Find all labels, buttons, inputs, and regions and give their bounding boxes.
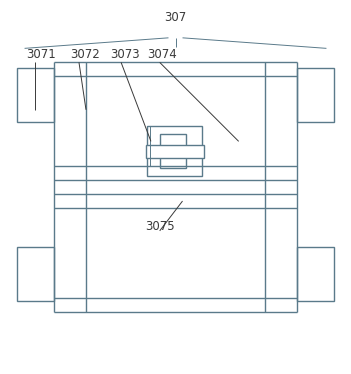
Bar: [17, 68, 54, 122]
Bar: [17, 247, 54, 301]
Text: 3075: 3075: [146, 220, 175, 233]
Bar: [297, 247, 334, 301]
Bar: [160, 134, 186, 168]
Bar: [147, 126, 202, 177]
Text: 3072: 3072: [70, 47, 100, 61]
Text: 307: 307: [164, 11, 187, 24]
Text: 3073: 3073: [111, 47, 140, 61]
Bar: [146, 145, 204, 158]
Text: 3074: 3074: [147, 47, 177, 61]
Text: 3071: 3071: [26, 47, 56, 61]
Bar: [297, 68, 334, 122]
